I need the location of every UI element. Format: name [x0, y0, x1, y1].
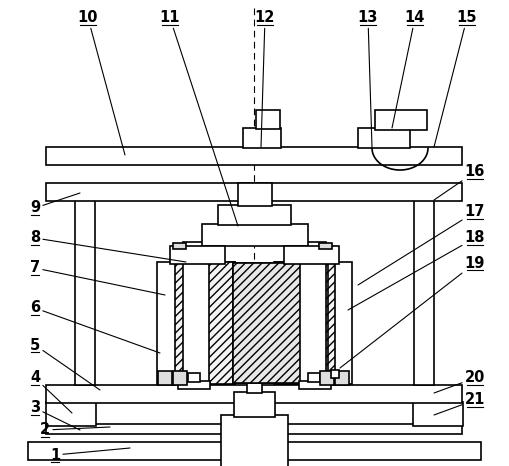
- Bar: [188, 373, 200, 382]
- Text: 16: 16: [434, 164, 485, 200]
- Bar: [238, 183, 272, 206]
- Bar: [234, 392, 275, 417]
- Bar: [300, 242, 326, 387]
- Text: 14: 14: [392, 11, 425, 128]
- Text: 9: 9: [30, 193, 80, 215]
- Text: 6: 6: [30, 301, 160, 353]
- Bar: [28, 442, 481, 460]
- Bar: [274, 262, 352, 384]
- Text: 2: 2: [40, 423, 110, 438]
- Bar: [233, 263, 276, 383]
- Bar: [331, 370, 339, 378]
- Bar: [175, 262, 235, 384]
- Text: 10: 10: [78, 11, 125, 155]
- Text: 3: 3: [30, 400, 80, 430]
- Text: 17: 17: [358, 205, 485, 285]
- Bar: [335, 371, 349, 385]
- Text: 1: 1: [50, 447, 130, 462]
- Bar: [170, 246, 225, 264]
- Bar: [46, 385, 462, 403]
- Text: 20: 20: [434, 370, 485, 393]
- Bar: [46, 402, 96, 426]
- Text: 21: 21: [434, 392, 485, 415]
- Bar: [308, 373, 320, 382]
- Bar: [157, 262, 235, 384]
- Text: 13: 13: [358, 11, 378, 147]
- Text: 4: 4: [30, 370, 72, 413]
- Bar: [299, 381, 331, 389]
- Text: 11: 11: [160, 11, 238, 226]
- Text: 5: 5: [30, 337, 100, 390]
- Bar: [284, 246, 339, 264]
- Text: 18: 18: [348, 231, 485, 310]
- Text: 15: 15: [434, 11, 477, 147]
- Bar: [218, 205, 291, 225]
- Bar: [247, 375, 262, 393]
- Bar: [414, 200, 434, 385]
- Bar: [221, 415, 288, 466]
- Bar: [158, 371, 172, 385]
- Bar: [413, 402, 463, 426]
- Bar: [375, 110, 427, 130]
- Bar: [183, 242, 209, 387]
- Text: 12: 12: [255, 11, 275, 147]
- Text: 8: 8: [30, 231, 186, 262]
- Bar: [178, 381, 210, 389]
- Bar: [173, 243, 186, 249]
- Bar: [275, 262, 335, 384]
- Bar: [256, 110, 280, 129]
- Bar: [173, 371, 187, 385]
- Text: 19: 19: [340, 255, 485, 368]
- Bar: [320, 371, 334, 385]
- Bar: [202, 224, 308, 246]
- Bar: [46, 183, 462, 201]
- Bar: [46, 147, 462, 165]
- Bar: [233, 263, 328, 383]
- Text: 7: 7: [30, 260, 165, 295]
- Bar: [75, 200, 95, 385]
- Bar: [358, 128, 410, 148]
- Bar: [243, 128, 281, 148]
- Bar: [46, 424, 462, 434]
- Bar: [319, 243, 332, 249]
